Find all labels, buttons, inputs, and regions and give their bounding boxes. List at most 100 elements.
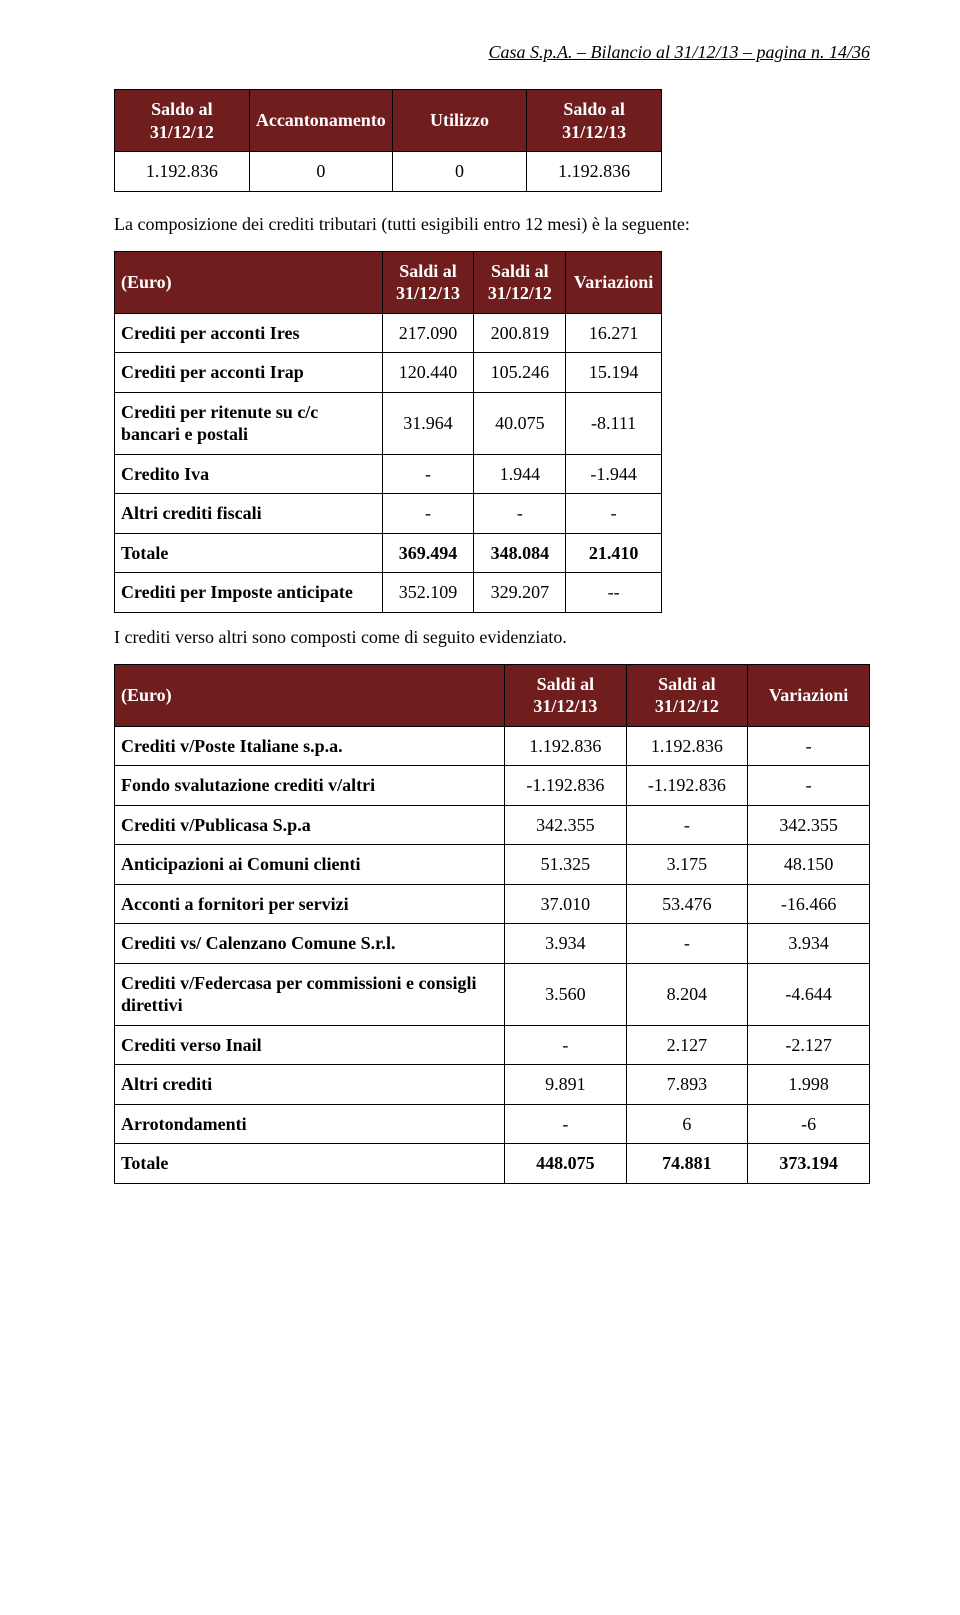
paragraph: I crediti verso altri sono composti come… bbox=[114, 625, 870, 650]
table-row-totale: Totale 448.075 74.881 373.194 bbox=[115, 1144, 870, 1184]
cell: 1.192.836 bbox=[505, 726, 627, 766]
table-row: Credito Iva-1.944-1.944 bbox=[115, 454, 662, 494]
row-label: Crediti verso Inail bbox=[115, 1025, 505, 1065]
table-crediti-tributari: (Euro) Saldi al 31/12/13 Saldi al 31/12/… bbox=[114, 251, 662, 613]
table-row: Crediti per acconti Irap120.440105.24615… bbox=[115, 353, 662, 393]
table-header-row: (Euro) Saldi al 31/12/13 Saldi al 31/12/… bbox=[115, 664, 870, 726]
cell: -2.127 bbox=[748, 1025, 870, 1065]
row-label: Crediti v/Federcasa per commissioni e co… bbox=[115, 963, 505, 1025]
row-label: Altri crediti fiscali bbox=[115, 494, 383, 534]
row-label: Crediti per ritenute su c/c bancari e po… bbox=[115, 392, 383, 454]
row-label: Crediti per Imposte anticipate bbox=[115, 573, 383, 613]
cell: 342.355 bbox=[505, 805, 627, 845]
row-label: Acconti a fornitori per servizi bbox=[115, 884, 505, 924]
cell: -- bbox=[566, 573, 662, 613]
cell: 1.192.836 bbox=[626, 726, 748, 766]
col-header: Accantonamento bbox=[249, 90, 392, 152]
row-label: Crediti per acconti Irap bbox=[115, 353, 383, 393]
cell: - bbox=[566, 494, 662, 534]
cell: -6 bbox=[748, 1104, 870, 1144]
cell: - bbox=[505, 1104, 627, 1144]
col-header: Variazioni bbox=[748, 664, 870, 726]
cell: 369.494 bbox=[382, 533, 474, 573]
cell: 21.410 bbox=[566, 533, 662, 573]
cell: 342.355 bbox=[748, 805, 870, 845]
paragraph: La composizione dei crediti tributari (t… bbox=[114, 212, 870, 237]
col-header: (Euro) bbox=[115, 664, 505, 726]
cell: 448.075 bbox=[505, 1144, 627, 1184]
cell: 200.819 bbox=[474, 313, 566, 353]
cell: -8.111 bbox=[566, 392, 662, 454]
cell: -1.944 bbox=[566, 454, 662, 494]
table-row: 1.192.836 0 0 1.192.836 bbox=[115, 152, 662, 192]
cell: 3.934 bbox=[505, 924, 627, 964]
cell: 48.150 bbox=[748, 845, 870, 885]
table-row: Altri crediti fiscali--- bbox=[115, 494, 662, 534]
col-header: (Euro) bbox=[115, 251, 383, 313]
row-label: Arrotondamenti bbox=[115, 1104, 505, 1144]
table-row: Crediti per acconti Ires217.090200.81916… bbox=[115, 313, 662, 353]
cell: 1.998 bbox=[748, 1065, 870, 1105]
cell: -1.192.836 bbox=[626, 766, 748, 806]
cell: 51.325 bbox=[505, 845, 627, 885]
cell: 1.192.836 bbox=[527, 152, 662, 192]
cell: - bbox=[626, 805, 748, 845]
totale-label: Totale bbox=[115, 533, 383, 573]
table-row: Crediti per ritenute su c/c bancari e po… bbox=[115, 392, 662, 454]
cell: 0 bbox=[249, 152, 392, 192]
row-label: Crediti v/Poste Italiane s.p.a. bbox=[115, 726, 505, 766]
table-row: Crediti per Imposte anticipate 352.109 3… bbox=[115, 573, 662, 613]
row-label: Anticipazioni ai Comuni clienti bbox=[115, 845, 505, 885]
cell: 2.127 bbox=[626, 1025, 748, 1065]
cell: 373.194 bbox=[748, 1144, 870, 1184]
cell: - bbox=[748, 766, 870, 806]
cell: 31.964 bbox=[382, 392, 474, 454]
table-header-row: (Euro) Saldi al 31/12/13 Saldi al 31/12/… bbox=[115, 251, 662, 313]
cell: 1.192.836 bbox=[115, 152, 250, 192]
row-label: Fondo svalutazione crediti v/altri bbox=[115, 766, 505, 806]
table-saldo: Saldo al 31/12/12 Accantonamento Utilizz… bbox=[114, 89, 662, 192]
col-header: Saldi al 31/12/13 bbox=[505, 664, 627, 726]
table-header-row: Saldo al 31/12/12 Accantonamento Utilizz… bbox=[115, 90, 662, 152]
cell: 6 bbox=[626, 1104, 748, 1144]
cell: 16.271 bbox=[566, 313, 662, 353]
cell: -4.644 bbox=[748, 963, 870, 1025]
col-header: Utilizzo bbox=[392, 90, 526, 152]
cell: 7.893 bbox=[626, 1065, 748, 1105]
totale-label: Totale bbox=[115, 1144, 505, 1184]
col-header: Saldi al 31/12/12 bbox=[474, 251, 566, 313]
cell: - bbox=[382, 494, 474, 534]
cell: 3.934 bbox=[748, 924, 870, 964]
cell: -1.192.836 bbox=[505, 766, 627, 806]
cell: 217.090 bbox=[382, 313, 474, 353]
cell: 37.010 bbox=[505, 884, 627, 924]
cell: 9.891 bbox=[505, 1065, 627, 1105]
page: Casa S.p.A. – Bilancio al 31/12/13 – pag… bbox=[0, 0, 960, 1615]
table-row: Altri crediti9.8917.8931.998 bbox=[115, 1065, 870, 1105]
cell: 0 bbox=[392, 152, 526, 192]
table-row-totale: Totale 369.494 348.084 21.410 bbox=[115, 533, 662, 573]
col-header: Variazioni bbox=[566, 251, 662, 313]
cell: 3.560 bbox=[505, 963, 627, 1025]
cell: - bbox=[382, 454, 474, 494]
cell: 348.084 bbox=[474, 533, 566, 573]
cell: 3.175 bbox=[626, 845, 748, 885]
cell: 352.109 bbox=[382, 573, 474, 613]
col-header: Saldi al 31/12/12 bbox=[626, 664, 748, 726]
cell: -16.466 bbox=[748, 884, 870, 924]
cell: - bbox=[748, 726, 870, 766]
table-row: Crediti v/Federcasa per commissioni e co… bbox=[115, 963, 870, 1025]
table-row: Arrotondamenti-6-6 bbox=[115, 1104, 870, 1144]
cell: - bbox=[626, 924, 748, 964]
page-header: Casa S.p.A. – Bilancio al 31/12/13 – pag… bbox=[114, 42, 870, 63]
row-label: Crediti vs/ Calenzano Comune S.r.l. bbox=[115, 924, 505, 964]
row-label: Altri crediti bbox=[115, 1065, 505, 1105]
table-row: Crediti vs/ Calenzano Comune S.r.l.3.934… bbox=[115, 924, 870, 964]
cell: - bbox=[505, 1025, 627, 1065]
col-header: Saldi al 31/12/13 bbox=[382, 251, 474, 313]
col-header: Saldo al 31/12/13 bbox=[527, 90, 662, 152]
table-row: Fondo svalutazione crediti v/altri-1.192… bbox=[115, 766, 870, 806]
table-row: Crediti v/Publicasa S.p.a342.355-342.355 bbox=[115, 805, 870, 845]
col-header: Saldo al 31/12/12 bbox=[115, 90, 250, 152]
cell: 40.075 bbox=[474, 392, 566, 454]
